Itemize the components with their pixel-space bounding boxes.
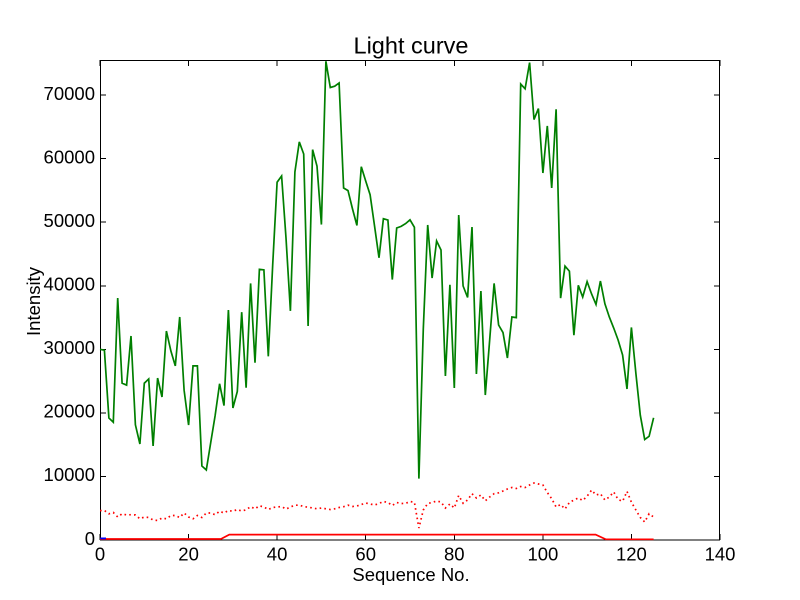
svg-text:70000: 70000 — [44, 83, 95, 104]
svg-text:40: 40 — [267, 544, 288, 565]
svg-text:60000: 60000 — [44, 147, 95, 168]
svg-text:50000: 50000 — [44, 210, 95, 231]
svg-text:30000: 30000 — [44, 337, 95, 358]
svg-text:100: 100 — [527, 544, 558, 565]
svg-text:Sequence No.: Sequence No. — [352, 564, 469, 585]
svg-text:140: 140 — [705, 544, 736, 565]
svg-text:0: 0 — [85, 528, 95, 549]
svg-text:40000: 40000 — [44, 274, 95, 295]
svg-text:80: 80 — [444, 544, 465, 565]
svg-text:Intensity: Intensity — [23, 266, 44, 336]
svg-text:120: 120 — [616, 544, 647, 565]
svg-text:10000: 10000 — [44, 464, 95, 485]
svg-text:20000: 20000 — [44, 401, 95, 422]
svg-text:20: 20 — [178, 544, 199, 565]
svg-text:Light curve: Light curve — [354, 33, 469, 59]
svg-text:0: 0 — [95, 544, 105, 565]
svg-text:60: 60 — [355, 544, 376, 565]
